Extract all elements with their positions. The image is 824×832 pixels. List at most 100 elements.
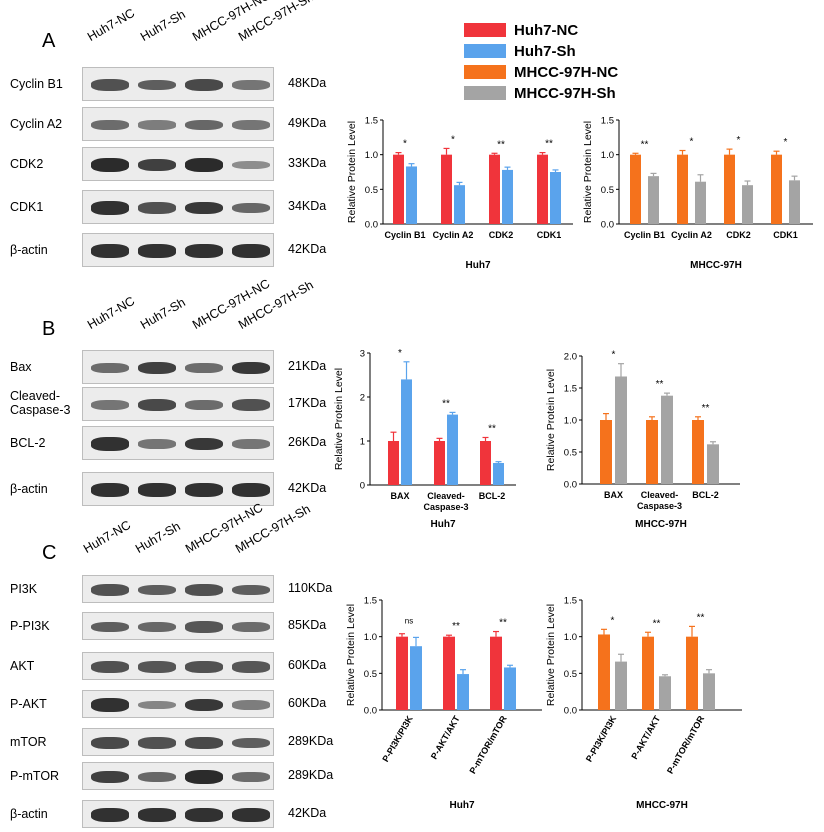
legend-label: MHCC-97H-Sh [514,84,616,102]
category-label: Cyclin B1 [624,230,665,240]
legend-swatch [464,23,506,37]
bar [659,676,671,710]
blot-row-label: AKT [10,658,35,673]
protein-band [185,244,223,258]
protein-band [232,120,270,130]
bar [677,154,688,224]
protein-band [232,160,270,170]
y-tick-label: 0.0 [564,706,577,717]
significance-mark: ** [497,139,505,150]
x-axis-label: MHCC-97H [636,800,688,811]
significance-mark: ** [702,403,710,414]
protein-band [232,244,270,258]
significance-mark: ** [653,618,661,629]
bar [789,180,800,224]
significance-mark: * [403,139,407,150]
blot-row-label: mTOR [10,734,47,749]
category-label: Cyclin A2 [671,230,712,240]
protein-band [232,737,270,749]
molecular-weight-label: 42KDa [288,481,327,495]
protein-band [91,661,129,673]
bar [724,154,735,224]
protein-band [138,771,176,783]
bar [504,667,516,710]
protein-band [232,808,270,822]
y-tick-label: 3 [360,349,365,360]
y-tick-label: 1.5 [364,596,377,607]
bar [742,185,753,224]
protein-band [185,661,223,673]
protein-band [185,158,223,172]
bar [406,166,417,224]
blot-strip [82,67,274,101]
blot-strip [82,426,274,460]
category-label: Caspase-3 [637,501,682,511]
category-label: CDK1 [537,230,562,240]
legend-item: Huh7-NC [464,20,618,40]
molecular-weight-label: 33KDa [288,156,327,170]
blot-strip [82,190,274,224]
bar [615,376,627,484]
protein-band [138,79,176,91]
significance-mark: ns [405,617,413,626]
protein-band [232,399,270,411]
protein-band [232,700,270,710]
y-tick-label: 2 [360,393,365,404]
blot-row-label: CDK2 [10,156,44,171]
blot-strip [82,728,274,756]
y-tick-label: 1.0 [364,632,377,643]
bar [401,379,412,485]
category-label: P-AKT/AKT [629,714,662,761]
protein-band [185,483,223,497]
protein-band [138,737,176,749]
legend-swatch [464,86,506,100]
significance-mark: ** [488,423,496,434]
blot-strip [82,652,274,680]
y-axis-label: Relative Protein Level [345,604,357,706]
significance-mark: ** [452,621,460,632]
bar [642,636,654,710]
category-label: P-PI3K/PI3K [380,714,415,764]
molecular-weight-label: 48KDa [288,76,327,90]
bar [493,463,504,485]
bar [490,636,502,710]
protein-band [185,119,223,131]
legend-label: Huh7-NC [514,21,579,39]
blot-strip [82,762,274,790]
bar [686,636,698,710]
bar [443,636,455,710]
y-tick-label: 1 [360,437,365,448]
protein-band [91,363,129,373]
molecular-weight-label: 289KDa [288,768,334,782]
x-axis-label: Huh7 [431,519,456,530]
y-tick-label: 2.0 [564,352,577,363]
bar [480,441,491,485]
category-label: P-PI3K/PI3K [584,714,619,764]
bar [550,172,561,224]
bar [661,395,673,484]
significance-mark: * [611,615,615,626]
protein-band [138,700,176,710]
category-label: P-mTOR/mTOR [665,714,706,776]
bar [457,674,469,710]
y-tick-label: 0.0 [364,706,377,717]
molecular-weight-label: 42KDa [288,806,327,820]
blot-strip [82,233,274,267]
category-label: P-mTOR/mTOR [467,714,508,776]
protein-band [138,661,176,673]
blot-row-label: β-actin [10,481,48,496]
y-axis-label: Relative Protein Level [333,368,345,470]
protein-band [185,621,223,633]
y-tick-label: 1.0 [564,632,577,643]
molecular-weight-label: 60KDa [288,658,327,672]
category-label: Cyclin A2 [433,230,474,240]
y-tick-label: 1.0 [601,150,614,161]
molecular-weight-label: 21KDa [288,359,327,373]
protein-band [185,437,223,451]
significance-mark: ** [656,379,664,390]
protein-band [91,244,129,258]
y-tick-label: 1.5 [601,116,614,127]
protein-band [185,698,223,712]
blot-row-label: β-actin [10,242,48,257]
bar [454,185,465,224]
